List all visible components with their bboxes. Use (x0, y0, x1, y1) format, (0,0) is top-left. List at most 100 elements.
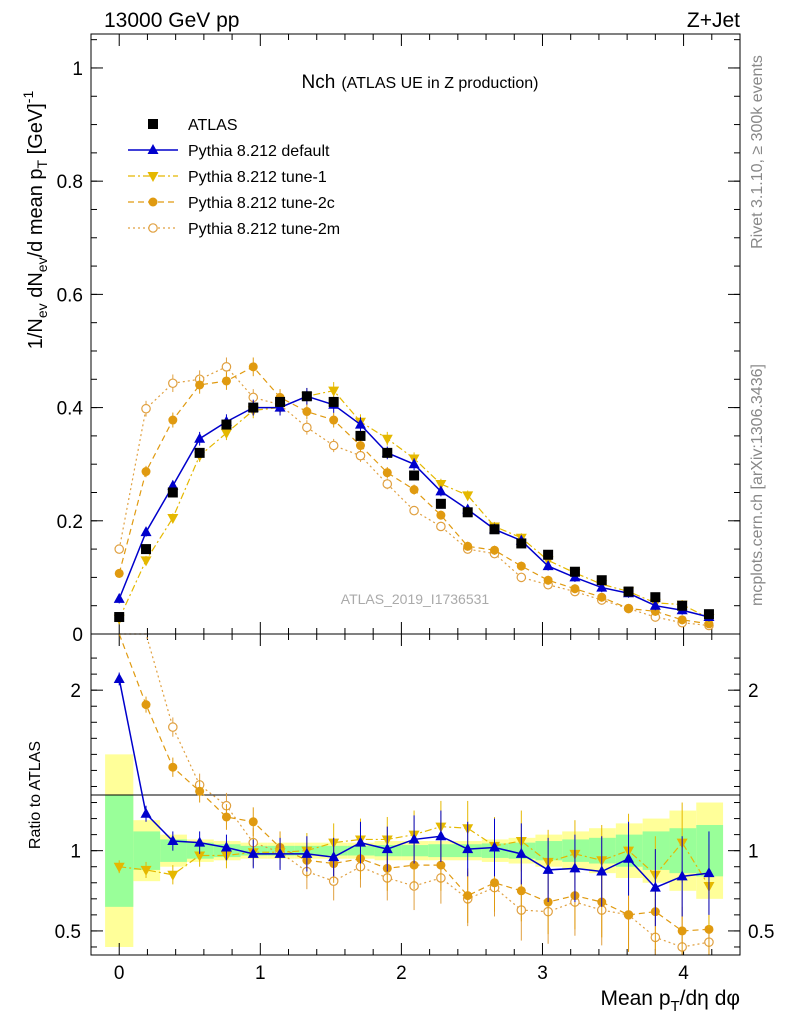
main-title-sub: (ATLAS UE in Z production) (341, 75, 538, 92)
legend-label: Pythia 8.212 tune-1 (188, 169, 327, 186)
ratio-point (274, 847, 286, 858)
main-point (409, 470, 420, 481)
ratio-band_inner-bin (320, 845, 348, 856)
ratio-point (220, 841, 232, 852)
ratio-ytick-label-right: 2 (748, 681, 759, 702)
main-point (114, 544, 125, 554)
main-ylabel: 1/Nev dNev/d mean pT [GeV]-1 (20, 91, 50, 350)
ratio-band_inner-bin (428, 844, 456, 858)
main-point (355, 450, 366, 461)
ratio-band_inner-bin (696, 824, 724, 877)
main-point (381, 434, 393, 445)
main-point (328, 386, 340, 397)
ratio-band_inner-bin (133, 831, 161, 870)
main-point (329, 415, 339, 425)
ratio-point (596, 865, 608, 876)
main-point (195, 380, 205, 390)
ratio-point (569, 862, 581, 873)
main-panel: 0 0.2 0.4 0.6 0.8 1 Nch (ATLAS UE in Z product… (20, 33, 741, 646)
ratio-point (168, 762, 178, 772)
ratio-point (168, 722, 178, 732)
ratio-point (542, 863, 554, 874)
main-point (436, 510, 446, 520)
legend-label: Pythia 8.212 default (188, 143, 330, 160)
main-point (596, 575, 607, 586)
main-point (409, 505, 419, 516)
main-point (168, 415, 178, 425)
ratio-band_inner-bin (160, 839, 187, 862)
main-point (542, 560, 554, 571)
ratio-band_inner-bin (642, 831, 670, 870)
main-point (409, 485, 419, 495)
legend-marker (148, 119, 158, 129)
ratio-xtick-label: 1 (255, 963, 266, 984)
main-point (650, 592, 661, 603)
ratio-ytick-label: 2 (70, 681, 81, 702)
ratio-point (489, 841, 501, 852)
ratio-point (141, 700, 151, 710)
ratio-point (140, 865, 152, 876)
ratio-xtick-label: 0 (114, 963, 125, 984)
main-title: Nch (ATLAS UE in Z production) (302, 72, 539, 93)
ratio-point (515, 847, 527, 858)
legend: ATLAS Pythia 8.212 default Pythia 8.212 tu… (128, 117, 340, 238)
legend-marker (148, 197, 158, 207)
ratio-point (113, 672, 125, 683)
legend-label: Pythia 8.212 tune-2c (188, 195, 335, 212)
ratio-xtick-label: 2 (396, 963, 407, 984)
ratio-point (408, 833, 420, 844)
main-point (462, 491, 474, 502)
main-point (248, 362, 258, 372)
ratio-point (381, 843, 393, 854)
main-point (543, 549, 554, 560)
main-point (677, 615, 687, 625)
mcplots-label: mcplots.cern.ch [arXiv:1306.3436] (749, 364, 766, 606)
header-process: Z+Jet (687, 9, 740, 32)
main-point (516, 561, 526, 571)
main-point (382, 468, 392, 478)
watermark: ATLAS_2019_I1736531 (341, 591, 490, 607)
main-point (328, 440, 339, 451)
main-point (543, 575, 553, 585)
main-ticks: 0 0.2 0.4 0.6 0.8 1 (57, 34, 740, 646)
legend-marker (148, 223, 158, 233)
ratio-point (354, 836, 366, 847)
ratio-xtick-label: 4 (678, 963, 689, 984)
ratio-ytick-label: 1 (70, 842, 81, 863)
main-point (435, 480, 447, 490)
ratio-point (301, 847, 313, 858)
main-point (221, 376, 231, 386)
ratio-ylabel: Ratio to ATLAS (27, 741, 44, 849)
main-point (623, 586, 634, 597)
ratio-point (704, 924, 714, 934)
ratio-point (436, 860, 446, 870)
rivet-label: Rivet 3.1.10, ≥ 300k events (749, 55, 766, 249)
main-ytick-label: 0 (72, 625, 83, 646)
ratio-line-3 (119, 633, 710, 948)
main-series (113, 357, 715, 631)
main-point (436, 521, 446, 532)
main-point (168, 378, 178, 389)
main-point (194, 432, 206, 443)
main-point (114, 612, 125, 623)
ratio-band_inner-bin (401, 845, 429, 857)
ratio-point (247, 847, 259, 858)
ratio-point (167, 835, 179, 846)
ratio-point (248, 817, 258, 827)
ratio-point (516, 886, 526, 896)
main-point (677, 600, 688, 611)
main-point (355, 441, 365, 451)
main-point (194, 447, 205, 458)
main-line-2 (118, 389, 710, 619)
ratio-point (676, 870, 688, 881)
main-point (302, 407, 312, 417)
ratio-band_inner-bin (535, 841, 563, 861)
main-line-3 (118, 366, 710, 625)
main-point (355, 430, 366, 441)
ratio-ticks: 0.5 0.5 1 1 2 2 0 1 2 3 4 (55, 634, 774, 984)
main-ytick-label: 0.6 (57, 285, 83, 306)
main-point (140, 526, 152, 537)
main-point (703, 609, 714, 620)
main-point (649, 599, 661, 610)
main-ytick-label: 0.4 (57, 399, 84, 420)
